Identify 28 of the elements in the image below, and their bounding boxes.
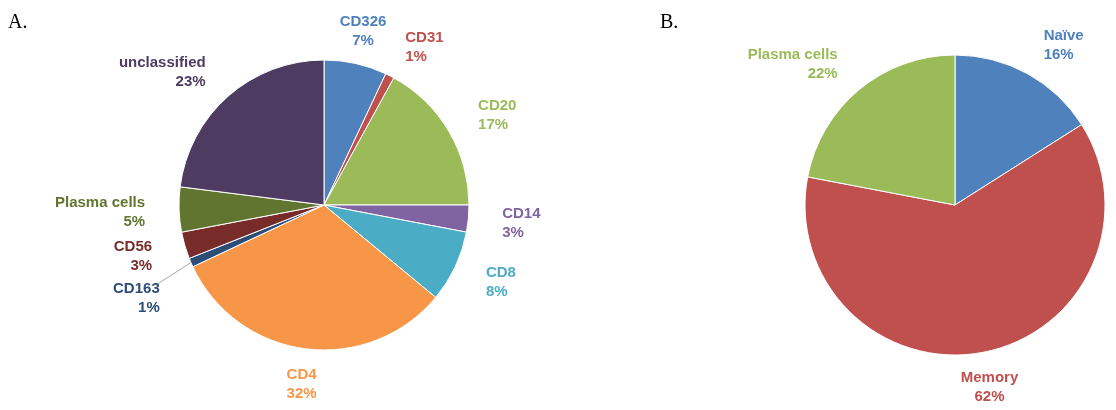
slice-label: unclassified [118, 52, 206, 70]
data-label: 62% [974, 386, 1005, 404]
slice-label: CD31 [405, 27, 444, 45]
slice-label: Plasma cells [55, 192, 146, 210]
slice-label: CD56 [113, 236, 153, 254]
data-label: 7% [352, 31, 374, 49]
data-label: 1% [138, 297, 160, 315]
slice-label: CD14 [502, 203, 542, 221]
slice-label: CD4 [286, 364, 318, 382]
data-label: 3% [130, 255, 153, 273]
data-label: 3% [502, 222, 524, 240]
data-label: 32% [286, 383, 317, 401]
data-label: 8% [485, 282, 508, 300]
data-label: 17% [478, 114, 509, 132]
slice-label: CD326 [339, 12, 387, 30]
slice-label: Naïve [1043, 25, 1084, 43]
slice-label: CD20 [478, 95, 517, 113]
data-label: 23% [175, 71, 206, 89]
data-label: 5% [123, 211, 146, 229]
chart-title: A. [8, 10, 28, 32]
data-label: 22% [807, 64, 838, 82]
data-label: 16% [1043, 44, 1074, 62]
slice-label: Plasma cells [747, 45, 838, 63]
slice-label: CD8 [485, 263, 516, 281]
chart-title: B. [660, 10, 679, 32]
data-label: 1% [405, 46, 427, 64]
slice-label: Memory [960, 367, 1019, 385]
slice-label: CD163 [113, 278, 160, 296]
